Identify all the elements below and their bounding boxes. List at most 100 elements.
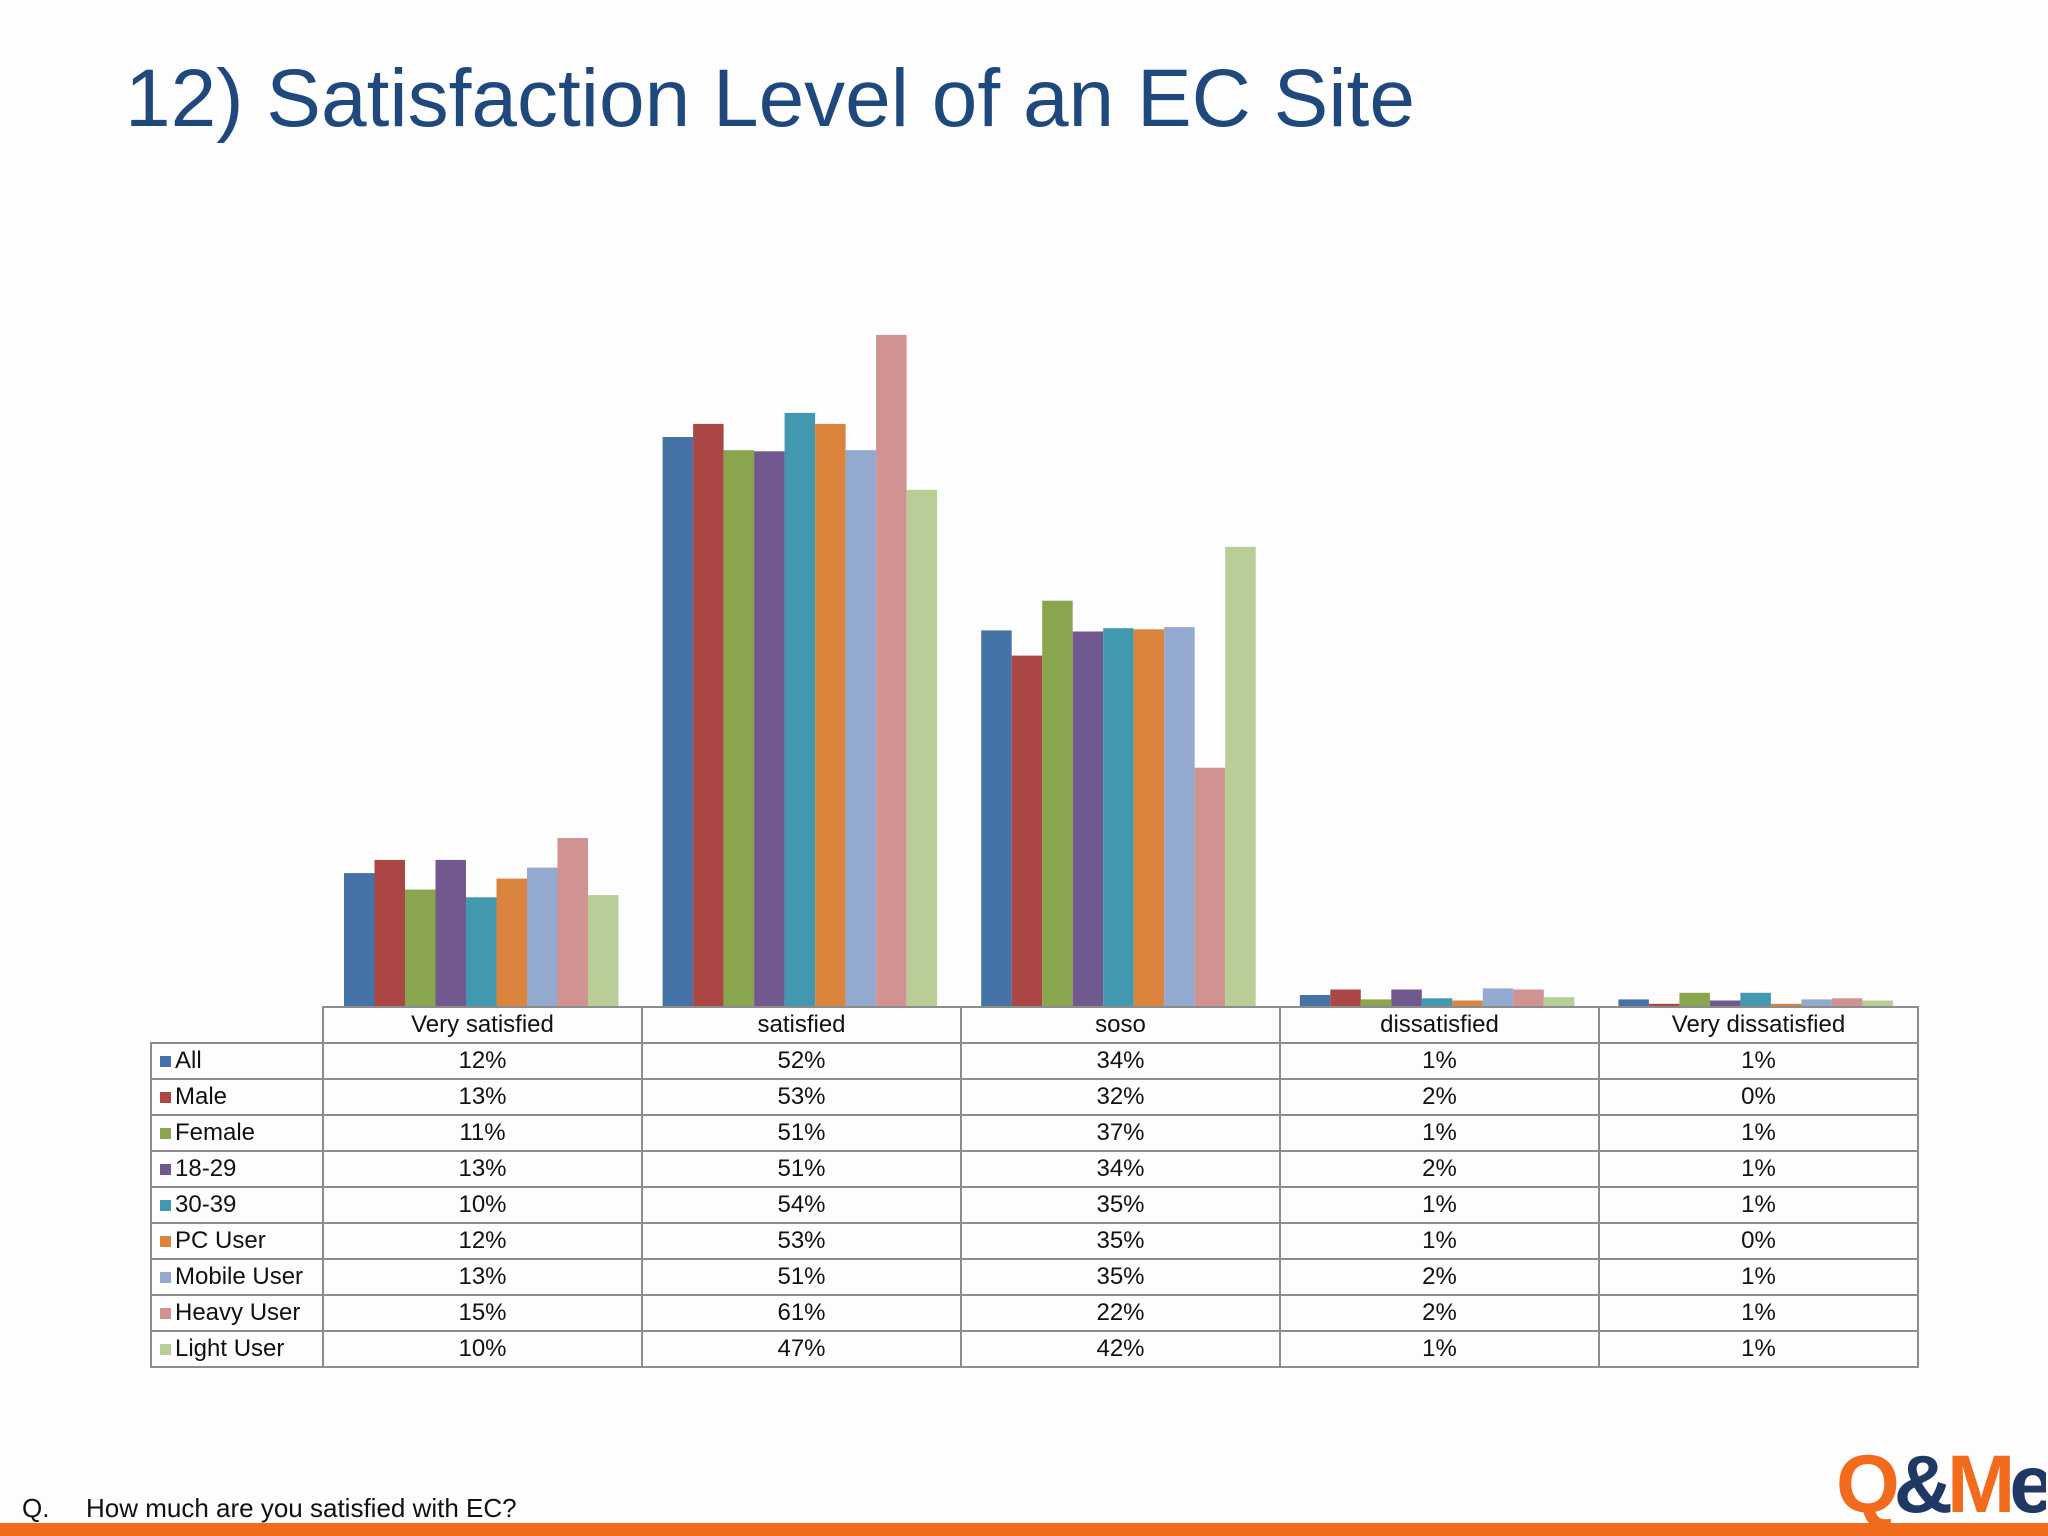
bar-male-soso: [1011, 655, 1043, 1006]
table-row: Light User 10% 47% 42% 1% 1%: [150, 1330, 1919, 1368]
bar-pc-user-dissatisfied: [1452, 1000, 1483, 1006]
data-label: 47%: [641, 1330, 962, 1368]
data-label: 51%: [641, 1114, 962, 1152]
page-title: 12) Satisfaction Level of an EC Site: [125, 53, 1415, 144]
data-label: 1%: [1279, 1114, 1600, 1152]
data-label: 54%: [641, 1186, 962, 1224]
bar-30-39-dissatisfied: [1421, 998, 1453, 1006]
data-label: 11%: [322, 1114, 643, 1152]
legend-entry: Female: [150, 1114, 324, 1152]
survey-question: Q. How much are you satisfied with EC?: [22, 1493, 517, 1524]
data-label: 32%: [960, 1078, 1281, 1116]
bar-all-very-satisfied: [344, 873, 375, 1006]
legend-swatch: [160, 1164, 171, 1175]
bar-female-very-satisfied: [405, 889, 436, 1006]
series-name: PC User: [175, 1227, 266, 1254]
data-label: 15%: [322, 1294, 643, 1332]
data-label: 37%: [960, 1114, 1281, 1152]
data-label: 10%: [322, 1330, 643, 1368]
bar-male-satisfied: [693, 423, 724, 1006]
data-label: 53%: [641, 1222, 962, 1260]
bar-heavy-user-very-dissatisfied: [1831, 998, 1863, 1006]
svg-text:Q&Me: Q&Me: [1836, 1440, 2046, 1524]
table-row: Heavy User 15% 61% 22% 2% 1%: [150, 1294, 1919, 1332]
table-row: Mobile User 13% 51% 35% 2% 1%: [150, 1258, 1919, 1296]
bar-female-satisfied: [723, 450, 755, 1006]
legend-swatch: [160, 1056, 171, 1067]
series-name: Light User: [175, 1335, 285, 1362]
category-label: satisfied: [641, 1006, 962, 1044]
data-label: 10%: [322, 1186, 643, 1224]
legend-entry: 18-29: [150, 1150, 324, 1188]
data-label: 2%: [1279, 1294, 1600, 1332]
bar-30-39-soso: [1103, 628, 1134, 1006]
series-name: Female: [175, 1119, 256, 1146]
data-label: 51%: [641, 1258, 962, 1296]
data-label: 1%: [1598, 1042, 1919, 1080]
data-label: 34%: [960, 1150, 1281, 1188]
legend-swatch: [160, 1236, 171, 1247]
bar-30-39-satisfied: [784, 412, 816, 1006]
bar-female-dissatisfied: [1360, 999, 1392, 1006]
data-label: 1%: [1279, 1222, 1600, 1260]
data-label: 51%: [641, 1150, 962, 1188]
bar-18-29-very-dissatisfied: [1709, 1000, 1741, 1006]
bar-18-29-satisfied: [754, 451, 785, 1006]
legend-entry: 30-39: [150, 1186, 324, 1224]
data-label: 12%: [322, 1042, 643, 1080]
brand-footer-bar: [0, 1523, 2048, 1536]
table-row: 30-39 10% 54% 35% 1% 1%: [150, 1186, 1919, 1224]
bar-all-soso: [981, 630, 1012, 1006]
bar-heavy-user-dissatisfied: [1513, 989, 1544, 1006]
table-row: 18-29 13% 51% 34% 2% 1%: [150, 1150, 1919, 1188]
bar-light-user-satisfied: [906, 489, 938, 1006]
data-label: 0%: [1598, 1222, 1919, 1260]
data-label: 52%: [641, 1042, 962, 1080]
bar-all-dissatisfied: [1299, 995, 1331, 1006]
data-label: 13%: [322, 1150, 643, 1188]
bar-light-user-soso: [1225, 546, 1256, 1006]
data-label: 35%: [960, 1186, 1281, 1224]
bar-mobile-user-satisfied: [845, 450, 877, 1006]
bar-heavy-user-soso: [1194, 767, 1226, 1006]
data-label: 1%: [1598, 1294, 1919, 1332]
data-label: 0%: [1598, 1078, 1919, 1116]
data-label: 35%: [960, 1258, 1281, 1296]
bar-female-very-dissatisfied: [1679, 992, 1710, 1006]
bar-mobile-user-very-dissatisfied: [1801, 999, 1832, 1006]
data-label: 53%: [641, 1078, 962, 1116]
data-label: 2%: [1279, 1258, 1600, 1296]
data-label: 34%: [960, 1042, 1281, 1080]
data-label: 2%: [1279, 1078, 1600, 1116]
bar-all-very-dissatisfied: [1618, 999, 1649, 1006]
legend-swatch: [160, 1200, 171, 1211]
legend-entry: Light User: [150, 1330, 324, 1368]
series-name: Heavy User: [175, 1299, 301, 1326]
bar-male-very-dissatisfied: [1648, 1003, 1680, 1006]
legend-entry: Mobile User: [150, 1258, 324, 1296]
bar-pc-user-soso: [1133, 629, 1165, 1006]
data-label: 22%: [960, 1294, 1281, 1332]
data-label: 1%: [1598, 1258, 1919, 1296]
data-label: 1%: [1598, 1150, 1919, 1188]
data-label: 1%: [1279, 1042, 1600, 1080]
table-row: Female 11% 51% 37% 1% 1%: [150, 1114, 1919, 1152]
legend-entry: All: [150, 1042, 324, 1080]
data-label: 35%: [960, 1222, 1281, 1260]
bar-heavy-user-satisfied: [876, 334, 907, 1006]
bar-18-29-dissatisfied: [1391, 989, 1422, 1006]
data-label: 13%: [322, 1078, 643, 1116]
data-label: 42%: [960, 1330, 1281, 1368]
data-label: 1%: [1598, 1330, 1919, 1368]
data-label: 2%: [1279, 1150, 1600, 1188]
series-name: All: [175, 1047, 202, 1074]
data-label: 12%: [322, 1222, 643, 1260]
question-label: Q.: [22, 1493, 50, 1523]
bar-mobile-user-very-satisfied: [527, 867, 558, 1006]
table-corner: [151, 1007, 323, 1043]
bar-mobile-user-dissatisfied: [1482, 988, 1514, 1006]
bar-all-satisfied: [662, 437, 694, 1006]
legend-swatch: [160, 1272, 171, 1283]
table-row: All 12% 52% 34% 1% 1%: [150, 1042, 1919, 1080]
